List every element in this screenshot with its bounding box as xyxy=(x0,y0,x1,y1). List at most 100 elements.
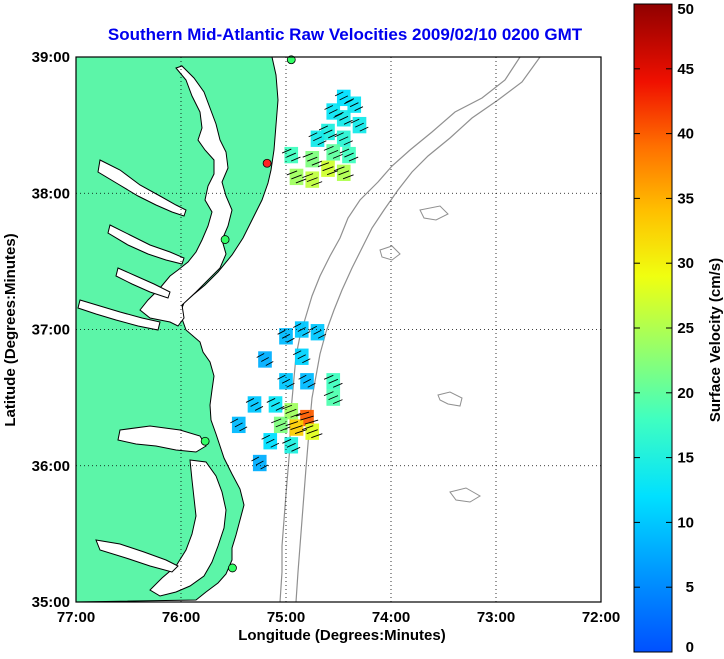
velocity-arrow xyxy=(277,329,286,335)
velocity-arrow xyxy=(275,422,286,428)
velocity-arrow xyxy=(298,374,307,380)
radar-station-marker xyxy=(200,436,210,446)
colorbar-tick-label: 20 xyxy=(677,385,694,402)
velocity-arrow xyxy=(295,178,307,184)
james-river xyxy=(77,299,161,331)
velocity-arrow xyxy=(293,323,302,328)
velocity-arrow xyxy=(297,354,306,360)
velocity-arrow xyxy=(333,166,345,172)
velocity-arrow xyxy=(339,115,349,121)
velocity-arrow xyxy=(250,402,259,407)
y-tick-label: 35:00 xyxy=(32,594,70,611)
colorbar-tick-label: 15 xyxy=(677,450,694,467)
colorbar-tick-label: 45 xyxy=(677,61,694,78)
velocity-arrow xyxy=(342,174,354,180)
x-tick-label: 74:00 xyxy=(372,609,410,626)
velocity-arrow xyxy=(339,148,350,154)
albemarle-sound xyxy=(117,425,207,453)
x-tick-label: 73:00 xyxy=(477,609,515,626)
velocity-arrow xyxy=(317,162,330,168)
velocity-arrow xyxy=(261,434,270,440)
velocity-arrow xyxy=(245,398,255,403)
velocity-arrow xyxy=(277,374,286,380)
velocity-arrow xyxy=(354,106,364,112)
velocity-arrow xyxy=(345,98,355,104)
velocity-arrow xyxy=(261,357,269,362)
radar-station-marker xyxy=(262,158,272,168)
velocity-arrow xyxy=(302,378,312,384)
velocity-arrow xyxy=(302,358,311,364)
velocity-arrow xyxy=(333,382,343,388)
velocity-arrow xyxy=(271,418,282,424)
velocity-arrow xyxy=(302,173,314,179)
radar-station-marker xyxy=(286,55,296,65)
velocity-arrow xyxy=(286,382,295,388)
chesapeake-bay xyxy=(139,65,233,327)
velocity-arrow xyxy=(285,421,299,427)
velocity-arrow xyxy=(265,438,275,444)
velocity-arrow xyxy=(332,399,343,405)
radar-station-marker xyxy=(220,235,230,244)
velocity-arrow xyxy=(349,102,359,108)
velocity-arrow xyxy=(324,105,334,110)
velocity-arrow xyxy=(285,408,297,414)
colorbar-tick-label: 35 xyxy=(677,190,694,207)
velocity-arrow xyxy=(317,333,327,339)
velocity-arrow xyxy=(338,170,350,176)
colorbar-tick-label: 0 xyxy=(686,639,694,656)
velocity-arrow xyxy=(266,398,276,403)
velocity-arrow xyxy=(308,325,318,331)
colorbar-tick-label: 25 xyxy=(677,320,694,337)
velocity-arrow xyxy=(339,136,349,142)
pamlico-sound xyxy=(149,459,227,597)
colorbar-tick-label: 40 xyxy=(677,126,694,143)
velocity-arrow xyxy=(343,119,353,125)
velocity-arrow xyxy=(328,133,338,139)
velocity-arrow xyxy=(286,337,295,343)
velocity-arrow xyxy=(290,425,303,431)
velocity-arrow xyxy=(328,149,339,155)
velocity-arrow xyxy=(251,456,260,462)
velocity-arrow xyxy=(339,95,349,101)
rappahannock-river xyxy=(107,224,185,265)
x-tick-label: 76:00 xyxy=(162,609,200,626)
axes-frame xyxy=(75,56,602,603)
velocity-arrow xyxy=(256,353,265,358)
velocity-arrow xyxy=(326,170,339,176)
velocity-arrow xyxy=(323,129,333,135)
velocity-arrow xyxy=(343,140,353,146)
bathymetry-contour-2 xyxy=(295,57,541,602)
grid-lines xyxy=(76,57,601,602)
velocity-arrow xyxy=(328,378,339,384)
velocity-arrow xyxy=(300,415,314,421)
velocity-arrow xyxy=(230,418,239,424)
radar-stations xyxy=(200,55,296,573)
velocity-arrow xyxy=(291,156,301,162)
velocity-arrow xyxy=(307,156,318,162)
velocity-arrow xyxy=(334,91,344,97)
potomac-river xyxy=(97,159,187,217)
velocity-arrow xyxy=(311,433,323,439)
velocity-arrow xyxy=(350,118,360,124)
pamlico-river xyxy=(95,539,179,573)
radar-station-marker xyxy=(228,563,237,573)
velocity-arrow xyxy=(323,391,334,397)
velocity-arrow xyxy=(280,426,291,432)
velocity-arrow xyxy=(311,181,323,187)
velocity-arrow xyxy=(265,361,274,366)
velocity-arrow xyxy=(291,174,302,180)
velocity-arrow xyxy=(308,132,318,138)
velocity-arrow xyxy=(290,412,302,418)
y-tick-label: 38:00 xyxy=(32,185,70,202)
velocity-arrow xyxy=(313,136,322,142)
velocity-arrow xyxy=(318,125,328,131)
velocity-arrow xyxy=(306,177,318,183)
velocity-arrow xyxy=(293,350,302,356)
velocity-arrow xyxy=(295,411,310,417)
velocity-arrow xyxy=(323,374,334,380)
velocity-arrow xyxy=(323,145,334,151)
velocity-arrow xyxy=(359,126,369,132)
velocity-arrow xyxy=(260,464,269,470)
velocity-arrow xyxy=(275,406,285,411)
velocity-arrow xyxy=(281,333,291,339)
